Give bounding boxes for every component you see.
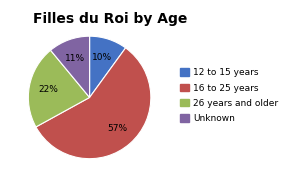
Text: 22%: 22%	[39, 85, 59, 94]
Wedge shape	[51, 36, 90, 97]
Wedge shape	[28, 50, 90, 127]
Text: 11%: 11%	[65, 54, 86, 63]
Text: 57%: 57%	[107, 124, 127, 133]
Text: 10%: 10%	[92, 53, 112, 62]
Wedge shape	[36, 48, 151, 159]
Legend: 12 to 15 years, 16 to 25 years, 26 years and older, Unknown: 12 to 15 years, 16 to 25 years, 26 years…	[178, 66, 280, 125]
Wedge shape	[90, 36, 126, 97]
Text: Filles du Roi by Age: Filles du Roi by Age	[33, 12, 187, 26]
